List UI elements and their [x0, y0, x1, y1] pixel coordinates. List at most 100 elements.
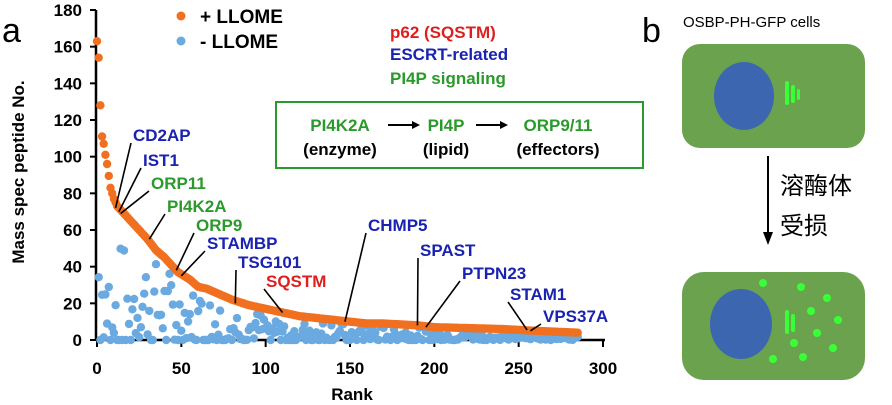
- annotation-label: CHMP5: [368, 216, 428, 235]
- lysosome-dot: [759, 279, 767, 287]
- lysosome-dot: [834, 316, 842, 324]
- lysosome-dot: [769, 355, 777, 363]
- data-point-plus-llome: [99, 139, 108, 148]
- pathway-step-3-role: (effectors): [516, 140, 599, 159]
- data-point-minus-llome: [280, 322, 289, 331]
- data-point-plus-llome: [573, 328, 582, 337]
- pathway-box: PI4K2A (enzyme) PI4P (lipid) ORP9/11 (ef…: [275, 101, 644, 169]
- annotation-leader: [114, 142, 132, 209]
- data-point-minus-llome: [138, 302, 147, 311]
- y-tick-label: 160: [54, 38, 82, 57]
- data-point-minus-llome: [124, 319, 134, 329]
- annotation-label: IST1: [143, 151, 179, 170]
- data-point-plus-llome: [96, 101, 105, 110]
- x-tick-label: 150: [336, 359, 364, 378]
- data-point-minus-llome: [168, 300, 178, 309]
- annotation-label: STAM1: [510, 285, 566, 304]
- annotation-leader: [425, 280, 461, 328]
- legend-label-plus: + LLOME: [200, 7, 283, 28]
- data-point-minus-llome: [197, 299, 206, 308]
- damage-arrow-head: [763, 232, 773, 245]
- cell-after: [682, 272, 865, 380]
- annotation-label: ORP11: [151, 174, 206, 193]
- data-point-minus-llome: [352, 335, 361, 345]
- annotation-label: TSG101: [238, 253, 301, 272]
- pathway-step-3-name: ORP9/11: [524, 116, 593, 135]
- lysosome-dot: [823, 294, 831, 302]
- pathway-step-2-role: (lipid): [423, 140, 469, 159]
- data-point-minus-llome: [133, 313, 142, 323]
- annotation-leader: [263, 288, 284, 313]
- data-point-minus-llome: [145, 306, 154, 316]
- data-point-minus-llome: [135, 333, 144, 342]
- data-point-minus-llome: [141, 273, 151, 282]
- x-tick-label: 200: [420, 359, 448, 378]
- cell-after-nucleus: [710, 289, 772, 359]
- y-tick-label: 0: [73, 331, 82, 350]
- cell-after-golgi-2: [791, 314, 795, 332]
- data-point-minus-llome: [305, 326, 314, 335]
- data-point-minus-llome: [140, 289, 149, 298]
- annotation-leader: [118, 167, 142, 213]
- annotation-label: STAMBP: [207, 234, 278, 253]
- pathway-step-2-name: PI4P: [428, 116, 465, 135]
- data-point-minus-llome: [111, 301, 120, 310]
- data-point-minus-llome: [251, 318, 260, 328]
- annotation-label: VPS37A: [543, 307, 608, 326]
- annotation-label: PI4K2A: [167, 197, 227, 216]
- cell-after-golgi-1: [785, 310, 789, 334]
- cell-before-golgi-2: [791, 85, 795, 103]
- annotation-leader: [416, 257, 419, 326]
- data-point-minus-llome: [123, 294, 132, 303]
- cell-after-body: [682, 272, 865, 380]
- damage-label-line1: 溶酶体: [780, 172, 852, 200]
- data-point-minus-llome: [172, 320, 181, 330]
- pathway-step-1-name: PI4K2A: [310, 116, 370, 135]
- x-tick-label: 50: [172, 359, 191, 378]
- series-plus-llome: [92, 37, 582, 337]
- lysosome-dot: [790, 339, 798, 347]
- data-point-minus-llome: [210, 320, 220, 329]
- x-ticks: 0 50 100 150 200 250 300: [92, 340, 617, 378]
- data-point-minus-llome: [129, 294, 139, 304]
- y-tick-label: 180: [54, 1, 82, 20]
- data-point-minus-llome: [242, 335, 252, 344]
- data-point-minus-llome: [374, 335, 383, 345]
- data-point-minus-llome: [99, 333, 108, 342]
- data-point-plus-llome: [102, 159, 112, 169]
- data-point-minus-llome: [249, 334, 259, 343]
- y-tick-label: 120: [54, 111, 82, 130]
- annotation-leader: [175, 232, 195, 271]
- panel-letter-a: a: [2, 12, 21, 50]
- annotation-label: CD2AP: [133, 126, 191, 145]
- annotation-leader: [234, 269, 237, 304]
- data-point-minus-llome: [227, 335, 237, 345]
- y-tick-label: 80: [63, 184, 82, 203]
- y-tick-label: 60: [63, 221, 82, 240]
- annotation-label: ORP9: [196, 216, 242, 235]
- data-point-minus-llome: [165, 269, 174, 278]
- data-point-plus-llome: [92, 37, 102, 46]
- data-point-minus-llome: [94, 273, 103, 282]
- category-p62: p62 (SQSTM): [390, 23, 496, 42]
- data-point-minus-llome: [185, 309, 194, 319]
- y-tick-label: 40: [63, 258, 82, 277]
- data-point-minus-llome: [167, 281, 176, 290]
- data-point-plus-llome: [101, 150, 110, 159]
- y-tick-label: 20: [63, 294, 82, 313]
- data-point-minus-llome: [162, 335, 171, 345]
- annotation-leader: [530, 323, 542, 332]
- lysosome-dot: [813, 329, 821, 337]
- annotations: CD2AP IST1 ORP11 PI4K2AORP9STAMBPTSG101SQST…: [114, 126, 608, 332]
- y-axis-title: Mass spec peptide No.: [9, 80, 28, 263]
- data-point-minus-llome: [371, 328, 380, 337]
- annotation-leader: [120, 190, 150, 215]
- data-point-minus-llome: [290, 327, 299, 336]
- data-point-minus-llome: [215, 306, 225, 315]
- data-point-minus-llome: [101, 290, 110, 299]
- cell-before-golgi-1: [785, 81, 789, 105]
- annotation-label: PTPN23: [462, 264, 526, 283]
- data-point-minus-llome: [156, 310, 166, 319]
- damage-label-line2: 受损: [780, 212, 828, 240]
- data-point-plus-llome: [97, 132, 107, 141]
